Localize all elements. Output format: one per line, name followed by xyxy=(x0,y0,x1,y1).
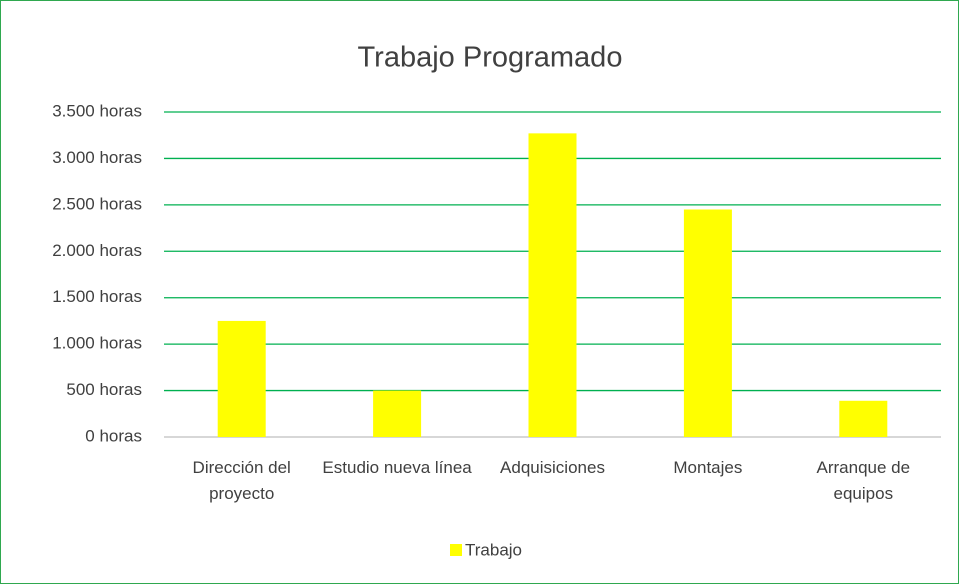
legend-swatch xyxy=(450,544,462,556)
bar xyxy=(373,390,422,437)
y-tick-label: 3.000 horas xyxy=(52,148,142,167)
x-tick-label: Estudio nueva línea xyxy=(322,458,472,477)
bar xyxy=(683,209,732,437)
y-tick-label: 3.500 horas xyxy=(52,101,142,120)
y-tick-label: 1.000 horas xyxy=(52,334,142,353)
chart-title: Trabajo Programado xyxy=(358,42,623,74)
y-tick-label: 500 horas xyxy=(66,380,142,399)
legend-label: Trabajo xyxy=(465,540,522,559)
y-tick-label: 2.500 horas xyxy=(52,194,142,213)
bar xyxy=(839,400,888,437)
bar xyxy=(528,133,577,437)
x-tick-label: Arranque de equipos xyxy=(816,458,911,503)
x-tick-label: Montajes xyxy=(673,458,743,477)
y-tick-label: 1.500 horas xyxy=(52,287,142,306)
y-tick-label: 2.000 horas xyxy=(52,241,142,260)
x-tick-label: Dirección del proyecto xyxy=(192,458,291,503)
bar xyxy=(217,320,266,437)
y-tick-label: 0 horas xyxy=(85,426,142,445)
x-tick-label: Adquisiciones xyxy=(500,458,605,477)
